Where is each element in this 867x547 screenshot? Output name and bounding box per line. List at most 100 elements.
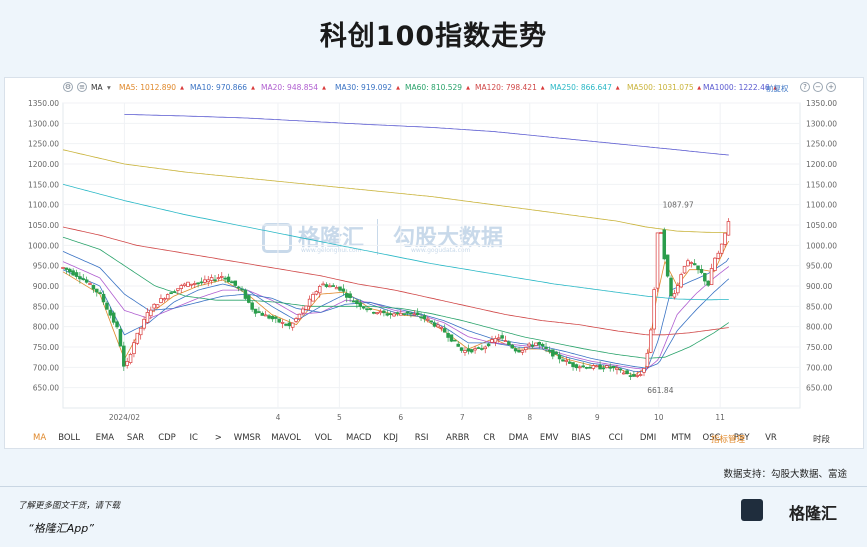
up-arrow-icon: ▲ <box>540 85 545 91</box>
y-tick-label-right: 1000.00 <box>806 241 837 250</box>
candle-body <box>240 288 244 291</box>
y-tick-label-right: 950.00 <box>806 262 832 271</box>
candle-body <box>236 286 241 289</box>
ma-legend-item[interactable]: MA1000: 1222.46 <box>703 83 770 92</box>
candle-body <box>719 243 724 254</box>
ma-legend-item[interactable]: MA10: 970.866 <box>190 83 248 92</box>
candle-body <box>277 318 281 323</box>
indicator-tab[interactable]: DMA <box>508 433 529 443</box>
indicator-tab[interactable]: CR <box>483 433 496 443</box>
y-tick-label-right: 1050.00 <box>806 221 837 230</box>
candle-body <box>578 366 582 369</box>
up-arrow-icon: ▲ <box>396 85 400 91</box>
indicator-tab[interactable]: MTM <box>671 433 692 443</box>
candle-body <box>574 364 579 369</box>
footer-note: 了解更多图文干货，请下载 <box>18 501 121 511</box>
candle-body <box>659 232 663 234</box>
candle-body <box>358 302 363 307</box>
help-icon[interactable]: ? <box>800 82 810 92</box>
candle-body <box>111 312 116 323</box>
indicator-tab[interactable]: CCI <box>608 433 623 443</box>
candle-body <box>676 285 680 294</box>
candle-body <box>122 345 126 367</box>
indicator-tab[interactable]: MA <box>33 433 47 443</box>
indicator-tab[interactable]: DMI <box>639 433 657 443</box>
indicator-tab[interactable]: EMA <box>95 433 115 443</box>
indicator-manage[interactable]: 指标管理 <box>711 435 746 445</box>
candle-body <box>338 286 342 291</box>
indicator-tab[interactable]: SAR <box>126 433 145 443</box>
indicator-tab[interactable]: VR <box>765 433 777 443</box>
candle-body <box>480 348 484 350</box>
indicator-tab[interactable]: MACD <box>346 433 372 443</box>
candle-body <box>152 303 156 309</box>
indicator-tab[interactable]: > <box>214 433 222 443</box>
y-tick-label-right: 1200.00 <box>806 160 837 169</box>
candle-body <box>544 346 548 349</box>
x-tick-label: 4 <box>276 413 281 422</box>
candle-body <box>105 302 109 310</box>
candle-body <box>672 293 677 298</box>
candle-body <box>503 340 508 342</box>
indicator-tab[interactable]: BOLL <box>58 433 81 443</box>
ma-legend-item[interactable]: MA20: 948.854 <box>261 83 319 92</box>
indicator-tab[interactable]: ARBR <box>446 433 470 443</box>
gear-icon[interactable]: ⚙ <box>63 82 73 92</box>
indicator-tab[interactable]: MAVOL <box>271 433 301 443</box>
candle-body <box>199 281 204 284</box>
ma-dropdown-icon[interactable]: ▾ <box>107 83 111 92</box>
ma-legend-item[interactable]: MA30: 919.092 <box>335 83 393 92</box>
candle-body <box>196 282 200 285</box>
ma-line-ma20 <box>62 261 730 370</box>
zoom-in-icon[interactable]: + <box>826 82 836 92</box>
indicator-tab[interactable]: CDP <box>158 433 176 443</box>
indicator-tab[interactable]: VOL <box>314 433 332 443</box>
indicator-tab[interactable]: EMV <box>539 433 559 443</box>
x-tick-label: 7 <box>460 413 465 422</box>
y-tick-label-left: 1250.00 <box>28 140 59 149</box>
candle-body <box>466 348 471 352</box>
candle-body <box>307 298 312 307</box>
candle-body <box>71 270 75 276</box>
indicator-tab[interactable]: KDJ <box>383 433 399 443</box>
indicator-tab[interactable]: WMSR <box>233 433 261 443</box>
zoom-out-icon[interactable]: − <box>813 82 823 92</box>
candle-body <box>169 292 173 295</box>
candle-body <box>510 344 515 349</box>
candle-body <box>64 267 69 270</box>
indicator-tab[interactable]: IC <box>189 433 198 443</box>
y-tick-label-right: 700.00 <box>806 363 832 372</box>
ma-legend-item[interactable]: MA120: 798.421 <box>475 83 537 92</box>
y-tick-label-right: 1300.00 <box>806 119 837 128</box>
candle-body <box>618 368 623 371</box>
indicator-tab[interactable]: OSC <box>702 433 721 443</box>
ma-selector[interactable]: MA <box>91 83 103 92</box>
candle-body <box>108 309 113 316</box>
price-chart[interactable]: 650.00 650.00 700.00 700.00 750.00 750.00 800.… <box>5 98 863 433</box>
up-arrow-icon: ▲ <box>251 85 255 91</box>
indicator-tab[interactable]: PSY <box>733 433 750 443</box>
footer-divider <box>0 486 867 487</box>
candle-body <box>165 294 170 300</box>
y-tick-label-right: 1350.00 <box>806 99 837 108</box>
candle-body <box>642 368 646 373</box>
ma-legend-item[interactable]: MA60: 810.529 <box>405 83 463 92</box>
candle-body <box>297 313 302 320</box>
candle-body <box>500 335 504 339</box>
indicator-time[interactable]: 时段 <box>813 435 831 445</box>
stack-icon[interactable]: ≡ <box>77 82 87 92</box>
ma-legend-item[interactable]: MA250: 866.647 <box>550 83 612 92</box>
candle-body <box>375 312 379 315</box>
candle-body <box>311 294 315 302</box>
candle-body <box>446 333 450 338</box>
y-tick-label-left: 1000.00 <box>28 241 59 250</box>
indicator-tab[interactable]: BIAS <box>571 433 591 443</box>
ma-legend-item[interactable]: MA5: 1012.890 <box>119 83 177 92</box>
candle-body <box>372 311 376 314</box>
ma-legend-item[interactable]: MA500: 1031.075 <box>627 83 694 92</box>
candle-body <box>78 276 82 280</box>
candle-body <box>649 329 653 353</box>
indicator-tab[interactable]: RSI <box>414 433 429 443</box>
adjust-label[interactable]: 前复权 <box>766 84 789 93</box>
ma-line-ma120 <box>62 226 729 336</box>
